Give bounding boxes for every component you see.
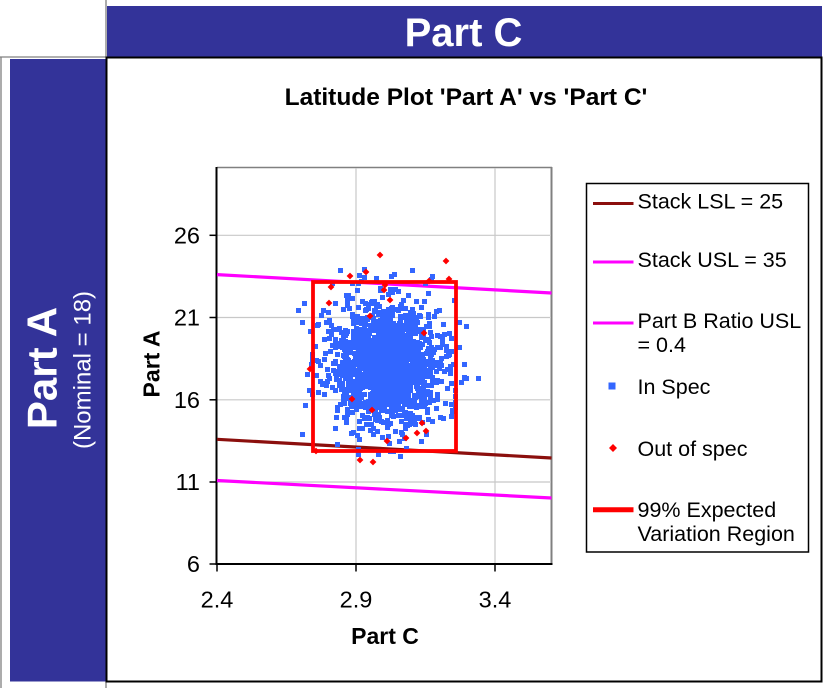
svg-text:6: 6 xyxy=(187,551,200,577)
svg-text:Out of spec: Out of spec xyxy=(638,437,748,461)
svg-text:In Spec: In Spec xyxy=(638,375,711,399)
svg-text:Part C: Part C xyxy=(405,11,523,55)
svg-text:Part A: Part A xyxy=(139,331,165,398)
svg-text:Part C: Part C xyxy=(351,623,419,649)
svg-text:Part B Ratio USL: Part B Ratio USL xyxy=(638,309,802,333)
svg-text:Stack LSL = 25: Stack LSL = 25 xyxy=(638,190,784,214)
svg-text:(Nominal = 18): (Nominal = 18) xyxy=(70,291,97,449)
svg-text:2.4: 2.4 xyxy=(201,587,234,613)
svg-text:Latitude Plot 'Part A' vs 'Par: Latitude Plot 'Part A' vs 'Part C' xyxy=(285,84,648,111)
svg-text:11: 11 xyxy=(176,469,200,495)
svg-text:16: 16 xyxy=(174,387,200,413)
svg-text:Variation Region: Variation Region xyxy=(638,522,795,546)
svg-text:2.9: 2.9 xyxy=(340,587,373,613)
svg-text:99% Expected: 99% Expected xyxy=(638,498,777,522)
svg-text:= 0.4: = 0.4 xyxy=(638,333,686,357)
svg-text:21: 21 xyxy=(174,305,200,331)
svg-text:Stack USL = 35: Stack USL = 35 xyxy=(638,248,787,272)
svg-text:26: 26 xyxy=(174,223,200,249)
svg-text:3.4: 3.4 xyxy=(479,587,512,613)
svg-text:Part A: Part A xyxy=(19,307,66,429)
